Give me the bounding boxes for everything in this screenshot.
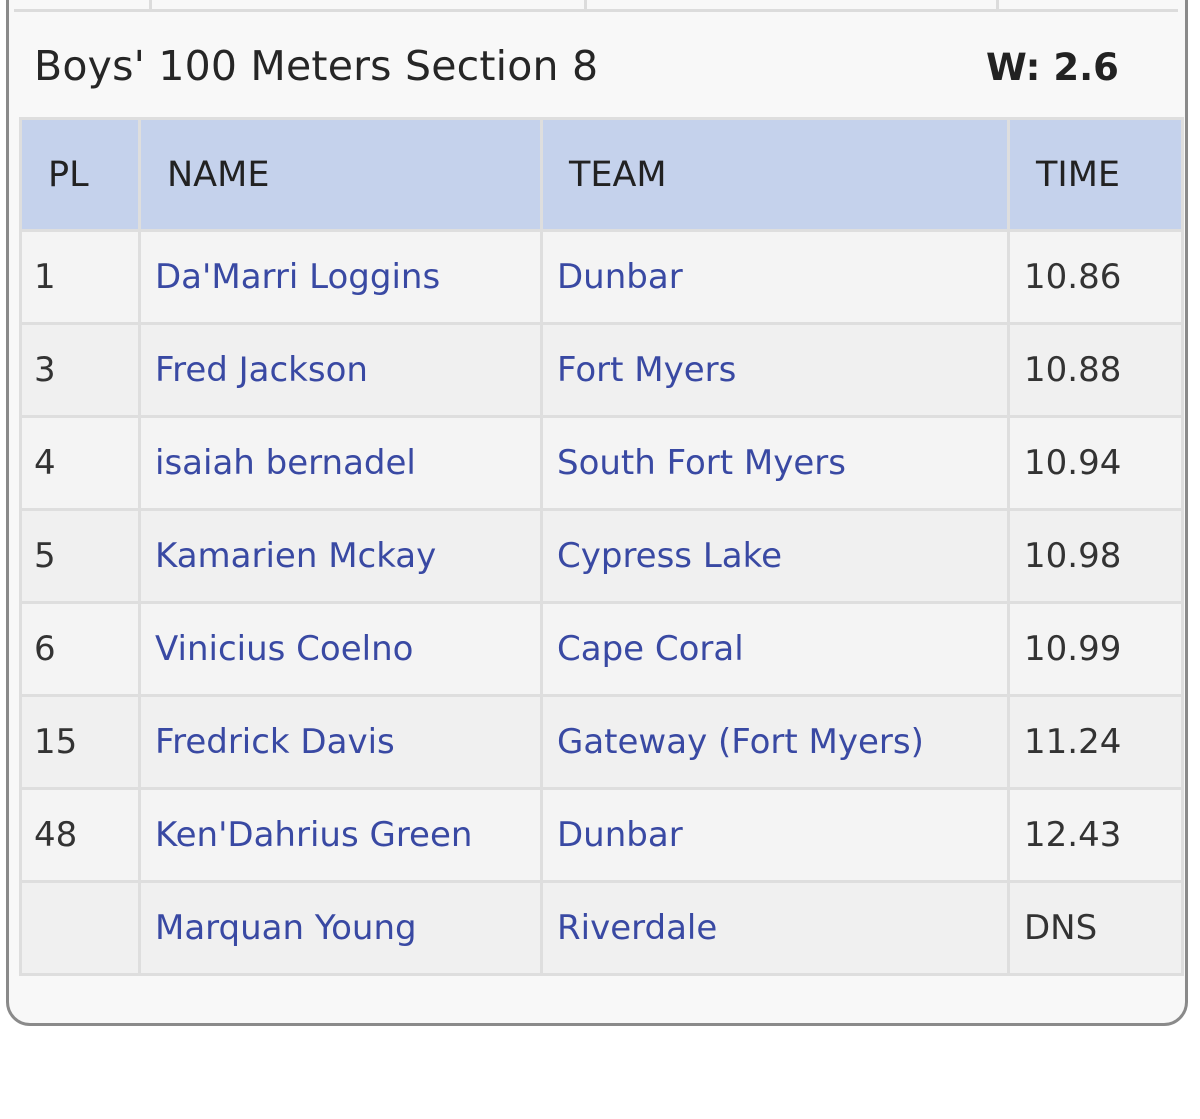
table-row: 6 Vinicius Coelno Cape Coral 10.99 [19,601,1184,697]
team-name-link[interactable]: South Fort Myers [540,415,1010,511]
table-row: Marquan Young Riverdale DNS [19,880,1184,976]
place-cell [19,880,141,976]
athlete-name-link[interactable]: Fredrick Davis [138,694,543,790]
table-row: 5 Kamarien Mckay Cypress Lake 10.98 [19,508,1184,604]
athlete-name-link[interactable]: Kamarien Mckay [138,508,543,604]
time-cell: 12.43 [1007,787,1184,883]
athlete-name-link[interactable]: Da'Marri Loggins [138,229,543,325]
section-title: Boys' 100 Meters Section 8 [34,42,599,90]
time-cell: 10.98 [1007,508,1184,604]
time-cell: DNS [1007,880,1184,976]
team-name-link[interactable]: Cypress Lake [540,508,1010,604]
place-cell: 48 [19,787,141,883]
table-row: 1 Da'Marri Loggins Dunbar 10.86 [19,229,1184,325]
team-name-link[interactable]: Dunbar [540,229,1010,325]
previous-table-edge [14,0,1178,12]
athlete-name-link[interactable]: Marquan Young [138,880,543,976]
time-cell: 10.94 [1007,415,1184,511]
table-row: 4 isaiah bernadel South Fort Myers 10.94 [19,415,1184,511]
place-cell: 4 [19,415,141,511]
team-name-link[interactable]: Riverdale [540,880,1010,976]
time-cell: 10.99 [1007,601,1184,697]
place-cell: 5 [19,508,141,604]
team-name-link[interactable]: Gateway (Fort Myers) [540,694,1010,790]
table-row: 3 Fred Jackson Fort Myers 10.88 [19,322,1184,418]
table-row: 48 Ken'Dahrius Green Dunbar 12.43 [19,787,1184,883]
athlete-name-link[interactable]: Vinicius Coelno [138,601,543,697]
time-cell: 11.24 [1007,694,1184,790]
team-name-link[interactable]: Fort Myers [540,322,1010,418]
athlete-name-link[interactable]: Ken'Dahrius Green [138,787,543,883]
team-name-link[interactable]: Dunbar [540,787,1010,883]
column-header-name: NAME [138,117,543,232]
team-name-link[interactable]: Cape Coral [540,601,1010,697]
time-cell: 10.88 [1007,322,1184,418]
column-header-team: TEAM [540,117,1010,232]
place-cell: 15 [19,694,141,790]
athlete-name-link[interactable]: Fred Jackson [138,322,543,418]
table-header-row: PL NAME TEAM TIME [19,117,1184,232]
athlete-name-link[interactable]: isaiah bernadel [138,415,543,511]
results-table: PL NAME TEAM TIME 1 Da'Marri Loggins Dunba… [19,117,1184,976]
place-cell: 3 [19,322,141,418]
wind-reading: W: 2.6 [986,46,1119,89]
column-header-place: PL [19,117,141,232]
column-header-time: TIME [1007,117,1184,232]
place-cell: 1 [19,229,141,325]
table-row: 15 Fredrick Davis Gateway (Fort Myers) 11.2… [19,694,1184,790]
place-cell: 6 [19,601,141,697]
time-cell: 10.86 [1007,229,1184,325]
